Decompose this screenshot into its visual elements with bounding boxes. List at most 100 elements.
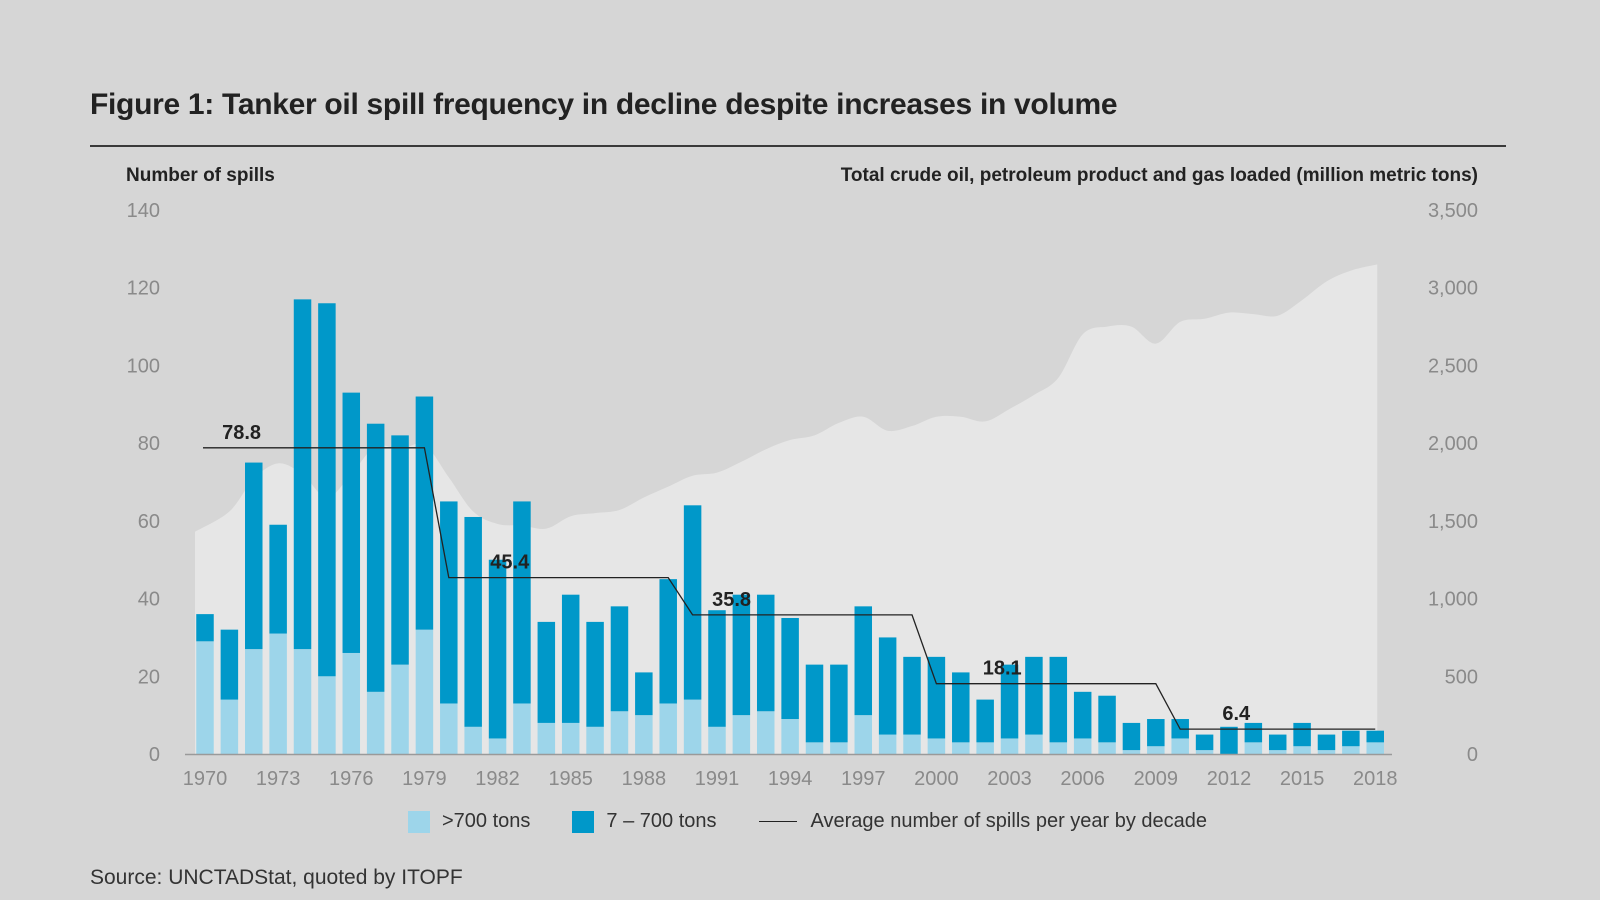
- decade-average-label: 35.8: [712, 589, 751, 611]
- bar-over-700-tons: [635, 715, 653, 754]
- bar-7-to-700-tons: [732, 594, 751, 716]
- bar-7-to-700-tons: [366, 423, 385, 692]
- legend-label-large: >700 tons: [442, 810, 531, 832]
- bar-7-to-700-tons: [1342, 730, 1360, 747]
- bar-7-to-700-tons: [537, 621, 556, 723]
- left-axis-tick-label: 120: [127, 278, 160, 300]
- right-axis-tick-label: 0: [1467, 744, 1478, 766]
- title-divider: [90, 145, 1506, 147]
- axes-layer: 0 20 40 60 80 100 120 140 0 500 1,000 1,500 2,000 2,5…: [127, 200, 1478, 790]
- bar-7-to-700-tons: [464, 516, 482, 727]
- bar-over-700-tons: [830, 742, 848, 754]
- bar-7-to-700-tons: [1220, 726, 1238, 754]
- bar-over-700-tons: [537, 722, 556, 754]
- right-axis-tick-label: 3,500: [1428, 200, 1478, 222]
- bar-7-to-700-tons: [903, 656, 921, 735]
- bar-over-700-tons: [952, 742, 970, 754]
- bar-over-700-tons: [342, 652, 361, 754]
- bar-7-to-700-tons: [976, 699, 994, 743]
- bar-7-to-700-tons: [1268, 734, 1287, 751]
- bar-7-to-700-tons: [756, 594, 775, 712]
- bar-over-700-tons: [1171, 738, 1189, 754]
- bar-over-700-tons: [415, 629, 434, 754]
- x-axis-tick-label: 1988: [622, 768, 667, 790]
- decade-average-layer: 78.8 45.4 35.8 18.1 6.4: [203, 422, 1376, 730]
- bar-over-700-tons: [464, 726, 482, 754]
- bar-over-700-tons: [220, 699, 239, 754]
- bar-7-to-700-tons: [1195, 734, 1214, 751]
- legend-item-average: Average number of spills per year by dec…: [758, 810, 1207, 833]
- bar-over-700-tons: [1342, 746, 1360, 754]
- bar-7-to-700-tons: [440, 501, 458, 704]
- x-axis-tick-label: 2000: [914, 768, 959, 790]
- bar-over-700-tons: [293, 649, 312, 754]
- x-axis-tick-label: 2006: [1060, 768, 1105, 790]
- decade-average-label: 45.4: [490, 552, 530, 574]
- bar-over-700-tons: [1098, 742, 1116, 754]
- bar-over-700-tons: [586, 726, 604, 754]
- bar-7-to-700-tons: [1073, 691, 1092, 739]
- bar-7-to-700-tons: [805, 664, 824, 743]
- bar-7-to-700-tons: [708, 610, 726, 727]
- bar-7-to-700-tons: [1293, 722, 1311, 747]
- bar-over-700-tons: [196, 641, 214, 754]
- bar-7-to-700-tons: [830, 664, 848, 743]
- legend: >700 tons 7 – 700 tons Average number of…: [408, 810, 1249, 833]
- x-axis-tick-label: 1982: [475, 768, 520, 790]
- bar-over-700-tons: [318, 676, 336, 754]
- bar-7-to-700-tons: [1366, 730, 1384, 743]
- bar-over-700-tons: [805, 742, 824, 754]
- bar-7-to-700-tons: [854, 606, 873, 716]
- bar-over-700-tons: [854, 715, 873, 754]
- right-axis-title: Total crude oil, petroleum product and g…: [840, 165, 1478, 186]
- bar-7-to-700-tons: [318, 303, 336, 677]
- right-axis-tick-label: 1,500: [1428, 511, 1478, 533]
- bar-7-to-700-tons: [1098, 695, 1116, 743]
- x-axis-tick-label: 1973: [256, 768, 301, 790]
- x-axis-tick-label: 2012: [1207, 768, 1252, 790]
- bar-7-to-700-tons: [342, 392, 361, 653]
- x-axis-tick-label: 1970: [183, 768, 228, 790]
- left-axis-title: Number of spills: [126, 165, 275, 186]
- bar-over-700-tons: [1073, 738, 1092, 754]
- bar-over-700-tons: [488, 738, 507, 754]
- bar-7-to-700-tons: [391, 435, 409, 665]
- right-axis-tick-label: 500: [1445, 666, 1478, 688]
- bar-7-to-700-tons: [196, 614, 214, 642]
- bars-layer: [196, 299, 1384, 754]
- chart-title: Figure 1: Tanker oil spill frequency in …: [90, 88, 1118, 121]
- bar-over-700-tons: [440, 703, 458, 754]
- bar-over-700-tons: [976, 742, 994, 754]
- bar-over-700-tons: [927, 738, 946, 754]
- bar-7-to-700-tons: [415, 396, 434, 630]
- bar-over-700-tons: [1317, 750, 1336, 754]
- decade-average-label: 6.4: [1222, 703, 1251, 725]
- left-axis-tick-label: 20: [138, 666, 160, 688]
- bar-7-to-700-tons: [659, 579, 677, 704]
- bar-over-700-tons: [683, 699, 702, 754]
- legend-item-large-spills: >700 tons: [408, 810, 530, 833]
- right-axis-tick-label: 1,000: [1428, 589, 1478, 611]
- legend-swatch-medium: [572, 810, 595, 833]
- source-note: Source: UNCTADStat, quoted by ITOPF: [90, 866, 463, 889]
- bar-7-to-700-tons: [927, 656, 946, 739]
- right-axis-tick-label: 2,000: [1428, 433, 1478, 455]
- bar-over-700-tons: [366, 691, 385, 754]
- bar-7-to-700-tons: [488, 559, 507, 739]
- bar-7-to-700-tons: [561, 594, 580, 723]
- left-axis-tick-label: 100: [127, 355, 160, 377]
- left-axis-tick-label: 140: [127, 200, 160, 222]
- bar-7-to-700-tons: [269, 524, 287, 634]
- bar-7-to-700-tons: [952, 672, 970, 743]
- bar-7-to-700-tons: [610, 606, 629, 712]
- bar-over-700-tons: [1293, 746, 1311, 754]
- right-axis-tick-label: 2,500: [1428, 355, 1478, 377]
- bar-over-700-tons: [903, 734, 921, 754]
- bar-over-700-tons: [1244, 742, 1263, 754]
- bar-over-700-tons: [1049, 742, 1068, 754]
- bar-7-to-700-tons: [586, 621, 604, 727]
- bar-over-700-tons: [245, 649, 263, 754]
- bar-over-700-tons: [561, 722, 580, 754]
- legend-swatch-large: [408, 810, 430, 833]
- bar-7-to-700-tons: [1049, 656, 1068, 743]
